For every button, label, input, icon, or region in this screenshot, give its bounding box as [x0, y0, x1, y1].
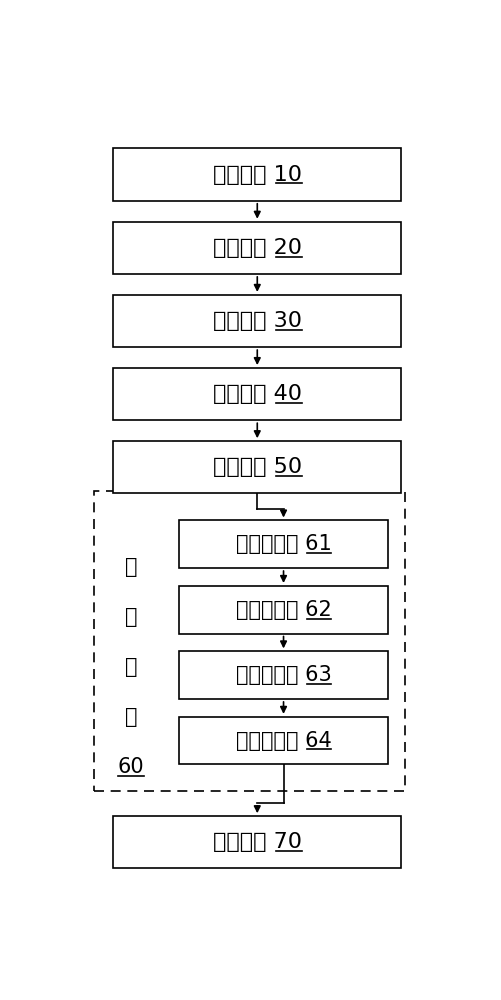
Bar: [113, 368, 400, 420]
Text: 拆分子单元 64: 拆分子单元 64: [235, 731, 331, 751]
Bar: [94, 491, 404, 791]
Text: 切割单元 70: 切割单元 70: [212, 832, 301, 852]
Text: 获取子单元 61: 获取子单元 61: [235, 534, 331, 554]
Bar: [179, 586, 387, 634]
Bar: [113, 295, 400, 347]
Bar: [113, 148, 400, 201]
Text: 元: 元: [124, 707, 137, 727]
Bar: [113, 441, 400, 493]
Text: 接收单元 10: 接收单元 10: [212, 165, 301, 185]
Text: 判断子单元 62: 判断子单元 62: [235, 600, 331, 620]
Text: 获取单元 40: 获取单元 40: [212, 384, 301, 404]
Text: 简: 简: [124, 607, 137, 627]
Bar: [113, 816, 400, 868]
Text: 化: 化: [124, 557, 137, 577]
Text: 单: 单: [124, 657, 137, 677]
Text: 构建单元 20: 构建单元 20: [212, 238, 301, 258]
Text: 计算单元 50: 计算单元 50: [212, 457, 301, 477]
Text: 对比子单元 63: 对比子单元 63: [235, 665, 331, 685]
Bar: [179, 651, 387, 699]
Bar: [179, 520, 387, 568]
Bar: [113, 222, 400, 274]
Bar: [179, 717, 387, 764]
Text: 60: 60: [117, 757, 144, 777]
Text: 保存单元 30: 保存单元 30: [212, 311, 301, 331]
